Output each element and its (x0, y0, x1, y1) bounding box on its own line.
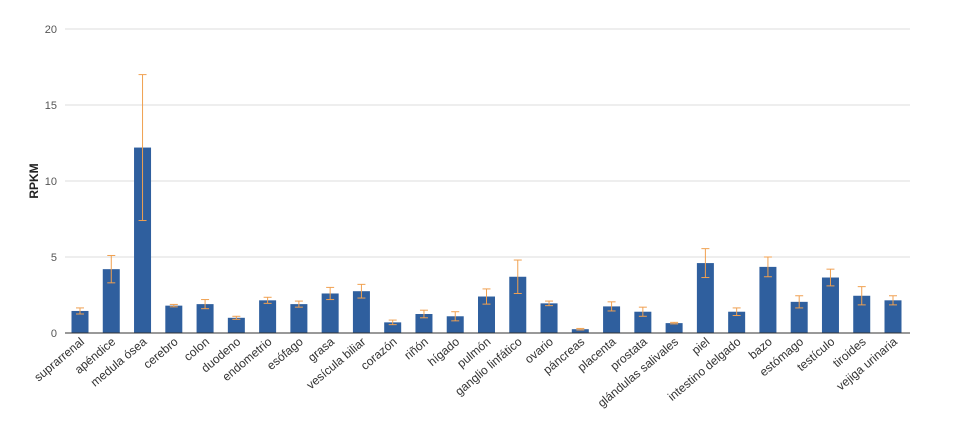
error-bar (107, 254, 116, 284)
error-bar (138, 74, 147, 222)
error-bar (76, 307, 84, 315)
y-axis-title: RPKM (27, 163, 41, 198)
bars (71, 147, 902, 333)
x-tick-label: esófago (264, 334, 306, 372)
error-bar (482, 288, 491, 305)
error-bar (826, 268, 835, 287)
error-bar (169, 303, 178, 308)
bar (165, 305, 183, 333)
bar (853, 295, 871, 333)
y-axis-ticks: 0 5 10 15 20 (45, 24, 57, 340)
error-bar (545, 300, 554, 307)
bar (540, 303, 558, 333)
bar (446, 316, 464, 333)
bar (227, 317, 245, 333)
bar (603, 306, 621, 333)
error-bar (263, 296, 272, 304)
error-bar (670, 321, 679, 325)
bar (728, 311, 746, 333)
bar (665, 323, 683, 333)
bar (478, 296, 495, 333)
grid-lines (65, 28, 910, 258)
bar (821, 277, 839, 333)
bar (102, 269, 120, 333)
error-bar (326, 286, 335, 301)
bar (259, 300, 277, 333)
bar (415, 314, 433, 333)
bar (634, 311, 652, 333)
bar (196, 304, 214, 333)
error-bar (607, 301, 616, 312)
y-tick-label: 10 (45, 176, 57, 188)
bar (352, 291, 370, 333)
bar (71, 310, 89, 333)
bar (321, 293, 339, 333)
x-tick-label: cerebro (141, 334, 181, 371)
bar (790, 301, 808, 333)
y-tick-label: 0 (51, 328, 57, 340)
error-bar (513, 259, 522, 294)
error-bar (576, 327, 585, 331)
bar (134, 147, 152, 333)
error-bar (294, 300, 303, 308)
x-tick-label: piel (689, 335, 712, 358)
error-bar (889, 295, 897, 306)
error-bar (201, 299, 210, 310)
error-bar (451, 311, 460, 322)
error-bar (232, 315, 241, 320)
bar (759, 266, 777, 333)
error-bar (857, 286, 866, 306)
bar (884, 300, 902, 333)
error-bar (763, 256, 772, 278)
error-bar (701, 248, 710, 279)
bar (384, 322, 402, 333)
bar (290, 304, 308, 333)
y-tick-label: 15 (45, 100, 57, 112)
bar (571, 329, 589, 333)
bar (696, 263, 714, 333)
error-bar (357, 283, 366, 299)
y-tick-label: 5 (51, 252, 57, 264)
bar (509, 276, 527, 333)
error-bar (732, 307, 741, 317)
error-bars (76, 74, 897, 331)
error-bar (388, 319, 397, 326)
y-tick-label: 20 (45, 24, 57, 36)
error-bar (638, 306, 647, 317)
error-bar (795, 295, 804, 309)
error-bar (419, 309, 428, 319)
